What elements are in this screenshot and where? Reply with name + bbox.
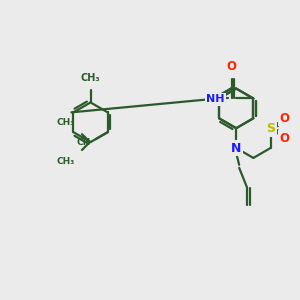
Text: CH₃: CH₃	[57, 157, 75, 166]
Text: O: O	[279, 112, 290, 125]
Text: N: N	[231, 142, 242, 154]
Text: CH₃: CH₃	[57, 118, 75, 127]
Text: CH: CH	[76, 138, 91, 147]
Text: CH₃: CH₃	[81, 73, 100, 82]
Text: NH: NH	[206, 94, 225, 104]
Text: O: O	[226, 60, 237, 73]
Text: S: S	[266, 122, 275, 135]
Text: O: O	[279, 132, 290, 145]
